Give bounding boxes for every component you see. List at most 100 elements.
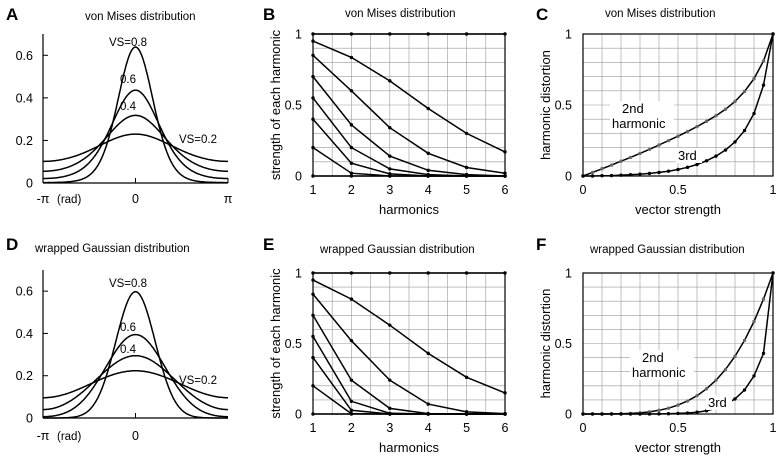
curve-label-2nd: 2nd xyxy=(642,350,664,365)
data-point xyxy=(742,128,747,133)
data-point xyxy=(464,271,469,275)
data-point xyxy=(426,32,430,36)
data-point xyxy=(503,150,507,154)
curve-vs-0-4 xyxy=(43,114,228,172)
panel-c-label: C xyxy=(536,5,548,24)
x-axis-label: harmonics xyxy=(379,440,439,455)
data-point xyxy=(311,39,315,43)
panel-e-plot: 0 0.5 1 1 2 3 4 5 6 harmonics strength of each har… xyxy=(268,267,509,456)
panel-b: B von Mises distribution 0 0.5 1 1 2 3 4 5 6 harm… xyxy=(263,5,509,217)
y-tick-label: 0.5 xyxy=(285,337,302,351)
x-tick-label: 1 xyxy=(310,421,317,435)
panel-c-plot: 0 0.5 1 0 0.5 1 vector strength harmonic distor… xyxy=(538,28,777,218)
series-line-vs-0.85 xyxy=(312,293,506,415)
y-axis-label: strength of each harmonic xyxy=(268,29,283,180)
data-point xyxy=(704,387,709,391)
data-point xyxy=(503,32,507,36)
panel-e-label: E xyxy=(263,235,274,254)
curve-label-harmonic: harmonic xyxy=(632,365,686,380)
data-point xyxy=(349,123,354,127)
data-point xyxy=(742,388,747,392)
curve-vs-0-4 xyxy=(43,354,228,411)
curve-label: VS=0.8 xyxy=(109,278,147,290)
data-point xyxy=(349,378,354,382)
data-point xyxy=(349,174,354,178)
x-tick-label: 0.5 xyxy=(669,421,686,435)
y-tick-label: 0.2 xyxy=(16,134,33,148)
data-point xyxy=(349,89,354,93)
y-axis-label: harmonic distortion xyxy=(538,50,553,160)
data-point xyxy=(685,129,690,134)
x-tick-label: 1 xyxy=(310,183,317,197)
panel-b-label: B xyxy=(263,5,275,24)
label-background xyxy=(610,101,674,131)
data-point xyxy=(426,168,430,173)
data-point xyxy=(619,412,623,416)
curve-label: VS=0.2 xyxy=(179,375,217,387)
panel-d: D wrapped Gaussian distribution 00.20.40… xyxy=(6,235,228,443)
data-point xyxy=(426,151,430,155)
data-point xyxy=(600,174,604,178)
curve-vs-0-8 xyxy=(43,290,228,419)
curve-vs-0-2 xyxy=(43,133,228,163)
data-point xyxy=(581,412,585,416)
curve-label: 0.4 xyxy=(120,101,137,113)
data-point xyxy=(311,174,315,178)
data-point xyxy=(503,174,507,178)
data-point xyxy=(311,412,315,416)
data-point xyxy=(619,159,623,163)
data-point xyxy=(714,113,718,118)
data-point xyxy=(723,367,728,372)
data-point xyxy=(638,151,642,156)
data-point xyxy=(676,134,680,138)
y-tick-label: 0 xyxy=(295,408,302,422)
data-point xyxy=(666,138,671,143)
y-tick-label: 1 xyxy=(565,267,572,281)
data-point xyxy=(388,32,392,36)
panel-d-label: D xyxy=(6,235,18,254)
series-line-vs-0.95 xyxy=(312,279,506,394)
panel-b-plot: 0 0.5 1 1 2 3 4 5 6 harmonics strength of each har… xyxy=(268,28,509,218)
curve-vs-0-6 xyxy=(43,333,228,418)
data-point xyxy=(311,32,315,36)
data-point xyxy=(647,147,652,152)
panel-e: E wrapped Gaussian distribution 0 0.5 1 1 2 3… xyxy=(263,235,509,455)
data-point xyxy=(388,406,392,411)
panel-d-plot: 0 0.2 0.4 0.6 -π 0 (rad) VS=0.8 0.6 0.4 VS=0.2 xyxy=(16,270,228,443)
x-tick-label: 2 xyxy=(348,421,355,435)
series-line-vs-0.7 xyxy=(312,76,506,177)
data-point xyxy=(311,96,315,100)
data-point xyxy=(590,412,595,416)
data-point xyxy=(695,124,699,129)
data-point xyxy=(590,170,595,175)
data-point xyxy=(676,167,680,172)
x-axis-label: vector strength xyxy=(635,202,721,217)
curve-label-harmonic: harmonic xyxy=(612,116,666,131)
data-point xyxy=(761,59,766,63)
y-axis-label: harmonic distortion xyxy=(538,289,553,399)
data-point xyxy=(714,378,718,382)
data-point xyxy=(426,412,430,416)
data-point xyxy=(628,412,633,416)
panel-e-title: wrapped Gaussian distribution xyxy=(319,244,475,256)
panel-f-title: wrapped Gaussian distribution xyxy=(589,244,745,256)
data-point xyxy=(771,32,775,36)
data-point xyxy=(619,173,623,177)
y-tick-label: 0.6 xyxy=(16,285,33,299)
data-point xyxy=(311,384,315,388)
data-point xyxy=(695,393,699,398)
data-point xyxy=(503,391,507,395)
data-point xyxy=(349,399,354,404)
data-point xyxy=(426,174,430,178)
data-point xyxy=(503,271,507,275)
label-background xyxy=(630,350,694,380)
x-axis-label: vector strength xyxy=(635,440,721,455)
data-point xyxy=(464,174,469,178)
curve-label: 0.6 xyxy=(120,74,136,86)
data-point xyxy=(666,169,671,173)
y-tick-label: 0 xyxy=(295,170,302,184)
series-line-vs-0.85 xyxy=(312,54,506,174)
data-point xyxy=(752,111,756,116)
data-point xyxy=(349,55,354,60)
data-point xyxy=(714,154,718,158)
